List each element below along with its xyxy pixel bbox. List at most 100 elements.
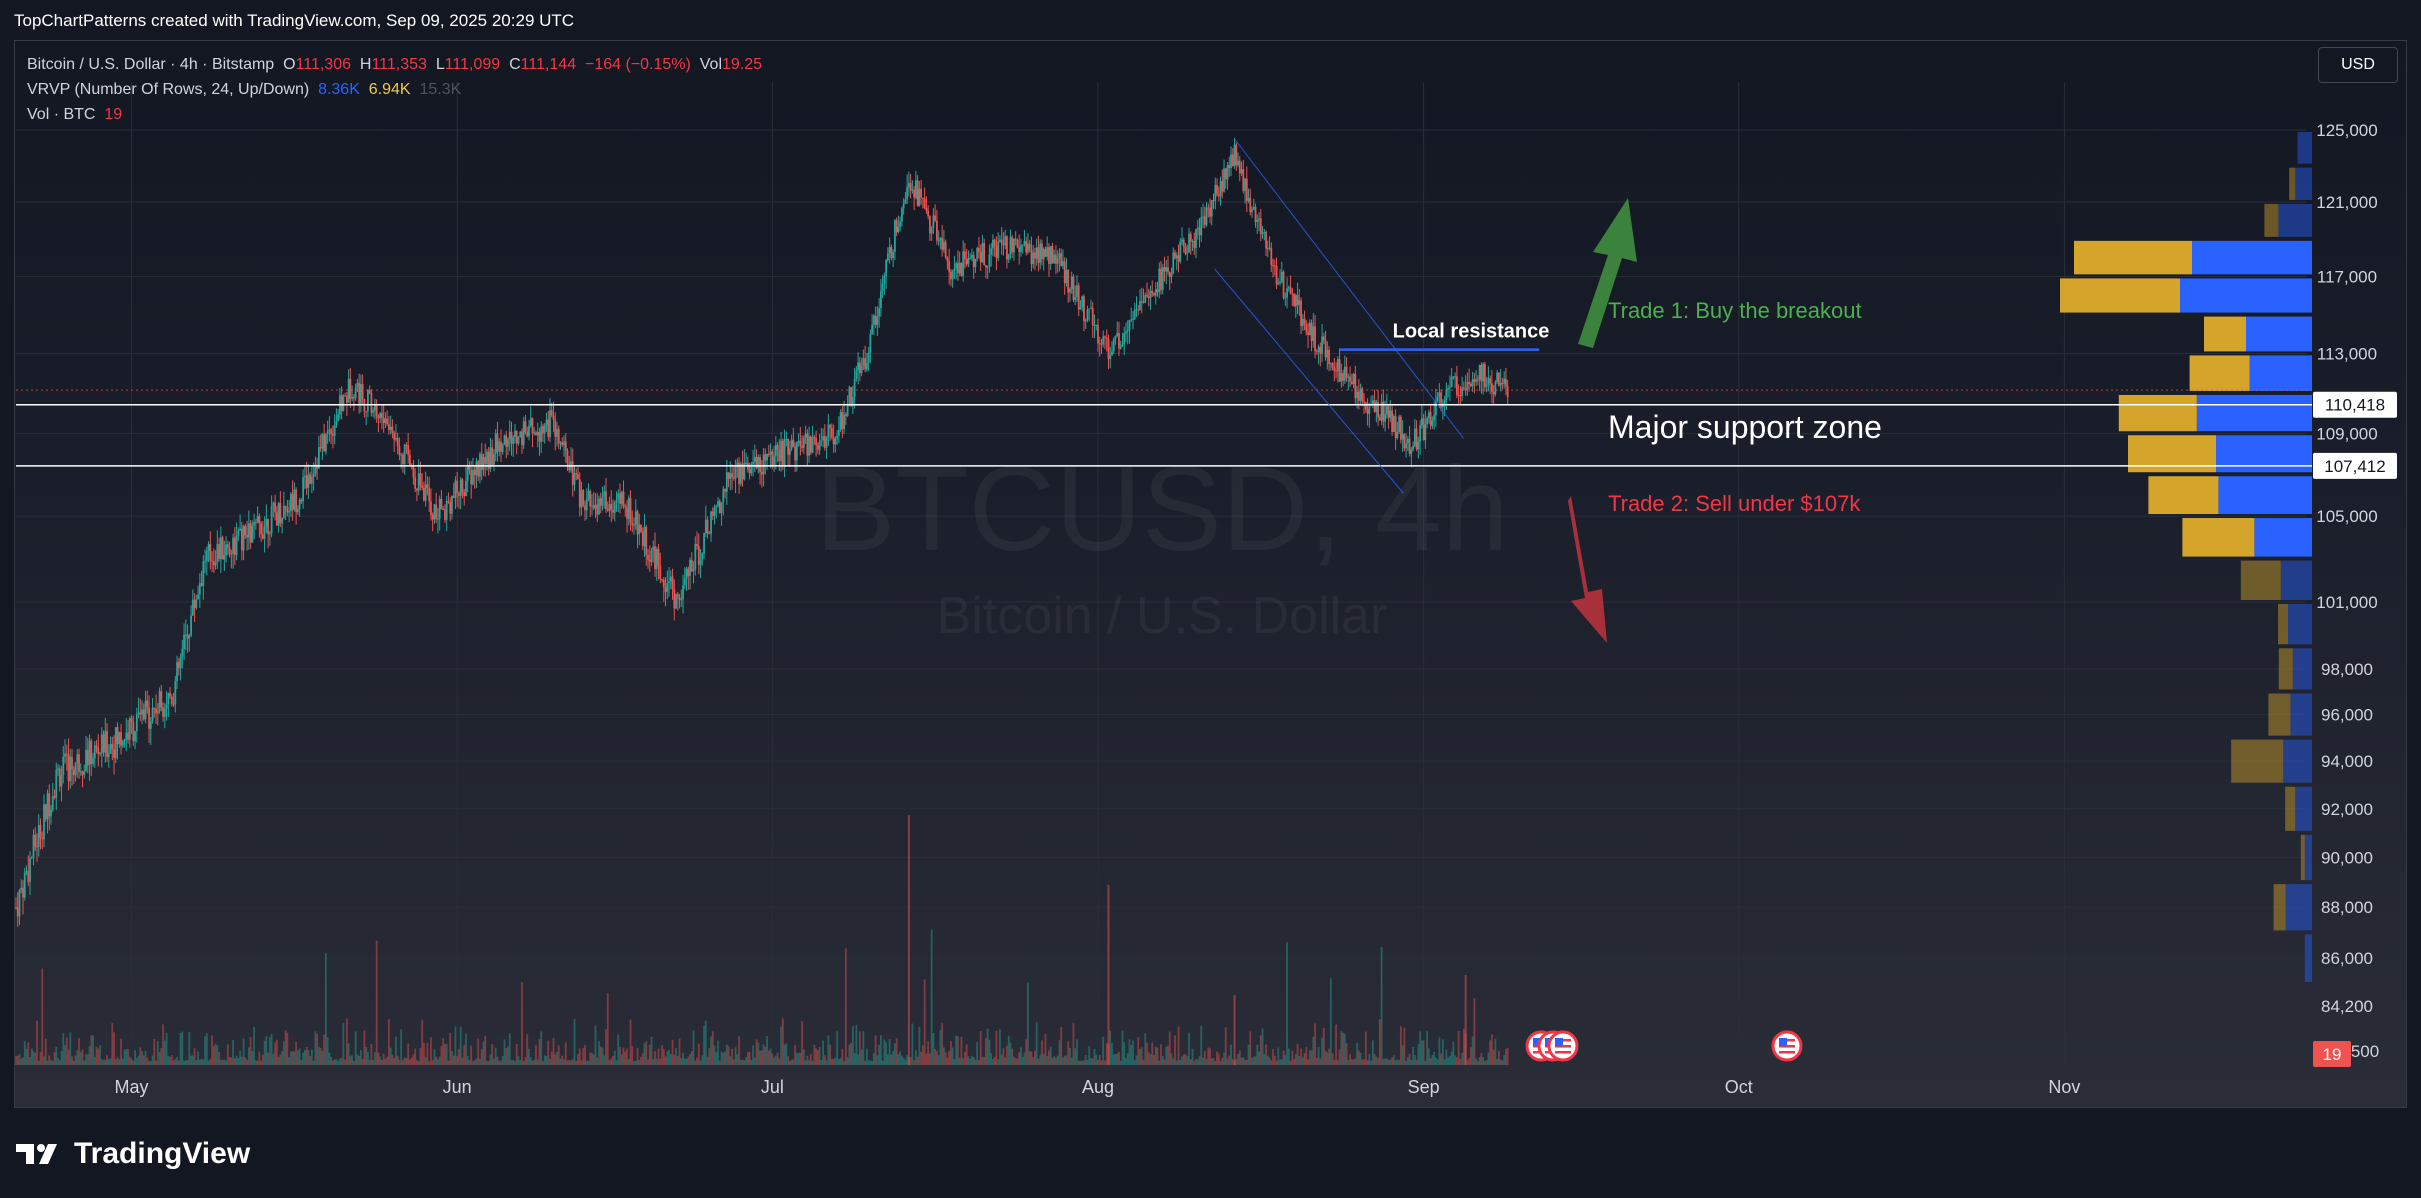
volume-bar (451, 1051, 453, 1065)
volume-bar (319, 1047, 322, 1065)
vrvp-down-bar (2273, 884, 2286, 931)
candle-body (836, 435, 839, 439)
candle-body (494, 433, 497, 454)
volume-bar (214, 1044, 217, 1065)
volume-bar (1147, 1052, 1150, 1065)
candle-body (223, 555, 226, 560)
vrvp-up-bar (2283, 739, 2312, 783)
time-tick-label: May (115, 1077, 149, 1097)
volume-bar (16, 1055, 19, 1065)
candle-body (1098, 343, 1101, 345)
candle-body (1032, 252, 1035, 265)
volume-bar (405, 1057, 408, 1065)
candle-body (512, 437, 515, 444)
volume-bar (591, 1052, 593, 1065)
volume-bar (1338, 1049, 1341, 1065)
candle-body (41, 837, 44, 840)
vrvp-label[interactable]: VRVP (Number Of Rows, 24, Up/Down) (27, 81, 310, 98)
candle-body (851, 396, 854, 406)
volume-bar (125, 1049, 128, 1065)
volume-bar (577, 1053, 579, 1065)
volume-bar (928, 1053, 931, 1065)
volume-bar (941, 1023, 944, 1065)
candle-body (1349, 376, 1351, 383)
candle-body (1186, 252, 1189, 254)
volume-bar (1270, 1060, 1273, 1065)
candle-body (1338, 359, 1341, 382)
volume-bar (212, 1045, 215, 1065)
volume-bar (305, 1046, 308, 1065)
symbol-name[interactable]: Bitcoin / U.S. Dollar · 4h · Bitstamp (27, 56, 275, 73)
currency-button[interactable]: USD (2318, 47, 2398, 83)
candle-body (1384, 413, 1386, 422)
volume-bar (1133, 1060, 1136, 1065)
us-event-flag-icon[interactable] (1771, 1030, 1803, 1062)
candle-body (1447, 388, 1450, 390)
candle-body (610, 504, 613, 510)
volume-bar (1179, 1059, 1182, 1065)
volume-bar (121, 1058, 124, 1065)
volume-bar (893, 1043, 896, 1065)
volume-bar (662, 1049, 665, 1065)
tradingview-logo[interactable]: TradingView (16, 1137, 250, 1171)
volume-bar (1168, 1031, 1171, 1065)
candle-body (592, 505, 595, 509)
candle-body (969, 257, 972, 259)
volume-bar (37, 1060, 40, 1065)
candle-body (1046, 247, 1049, 257)
vol-indicator-label[interactable]: Vol · BTC (27, 106, 96, 123)
candle-body (1298, 300, 1301, 306)
volume-bar (519, 1060, 522, 1065)
volume-bar (640, 1057, 642, 1065)
candle-body (1175, 255, 1178, 259)
volume-bar (589, 1052, 592, 1065)
volume-bar (223, 1059, 226, 1065)
volume-bar (1002, 1048, 1005, 1065)
candle-body (272, 502, 275, 507)
volume-bar (1506, 1047, 1509, 1065)
candle-body (1238, 160, 1241, 174)
volume-bar (1056, 1055, 1059, 1065)
volume-bar (787, 1056, 789, 1065)
candle-body (927, 210, 930, 217)
volume-bar (114, 1059, 117, 1065)
volume-bar (1023, 1052, 1026, 1065)
volume-bar (500, 1060, 502, 1065)
volume-bar (1174, 1035, 1176, 1065)
volume-bar (316, 1034, 319, 1065)
candle-body (876, 316, 879, 325)
volume-bar (1482, 1057, 1485, 1065)
open-label: O (283, 56, 296, 73)
candle-body (1448, 387, 1451, 389)
volume-bar (1091, 1058, 1094, 1065)
candle-body (347, 378, 350, 403)
candle-body (1354, 373, 1357, 399)
candle-body (76, 754, 79, 763)
candle-body (584, 505, 586, 511)
candle-body (1177, 255, 1180, 262)
candle-body (727, 472, 730, 480)
candle-body (1016, 240, 1019, 248)
candle-body (1086, 309, 1089, 320)
candle-body (209, 544, 212, 561)
candle-body (312, 473, 315, 477)
volume-bar (433, 1049, 436, 1065)
us-event-flag-icon[interactable] (1547, 1030, 1579, 1062)
volume-bar (179, 1033, 182, 1065)
volume-bar (205, 1033, 208, 1065)
volume-bar (1296, 1043, 1299, 1065)
candle-body (550, 410, 553, 416)
volume-bar (53, 1052, 56, 1065)
flag-stripe (1555, 1045, 1571, 1048)
candle-body (1062, 261, 1064, 266)
volume-bar (724, 1051, 726, 1065)
volume-bar (1186, 1056, 1189, 1065)
candle-body (281, 517, 284, 524)
candle-body (498, 441, 501, 452)
candle-body (64, 753, 66, 757)
candle-body (27, 871, 30, 882)
volume-bar (675, 1047, 677, 1065)
volume-bar (1282, 1050, 1285, 1065)
volume-bar (1065, 1055, 1068, 1065)
